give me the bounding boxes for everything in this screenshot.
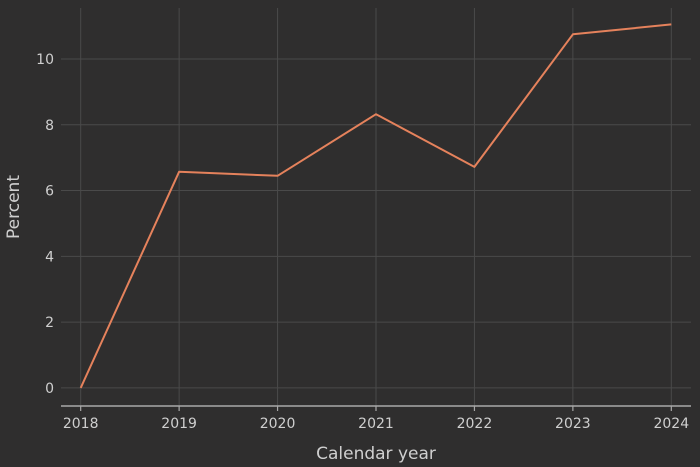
y-tick-label: 4	[45, 249, 54, 265]
series-line	[79, 23, 672, 389]
series	[79, 23, 672, 389]
y-tick-label: 6	[45, 184, 54, 200]
y-tick-label: 0	[45, 381, 54, 397]
x-tick-label: 2019	[161, 416, 197, 432]
x-tick-label: 2024	[653, 416, 689, 432]
x-tick-label: 2021	[358, 416, 394, 432]
y-axis-ticks: 0 2 4 6 8 10	[36, 52, 54, 397]
x-tick-label: 2022	[457, 416, 493, 432]
grid	[61, 8, 691, 406]
y-tick-label: 8	[45, 118, 54, 134]
y-axis-title: Percent	[4, 175, 24, 239]
y-tick-label: 10	[36, 52, 54, 68]
x-tick-label: 2018	[63, 416, 99, 432]
y-tick-label: 2	[45, 315, 54, 331]
x-tick-label: 2020	[260, 416, 296, 432]
x-axis-ticks: 2018 2019 2020 2021 2022 2023 2024	[63, 406, 689, 432]
x-tick-label: 2023	[555, 416, 591, 432]
x-axis-title: Calendar year	[316, 444, 436, 464]
